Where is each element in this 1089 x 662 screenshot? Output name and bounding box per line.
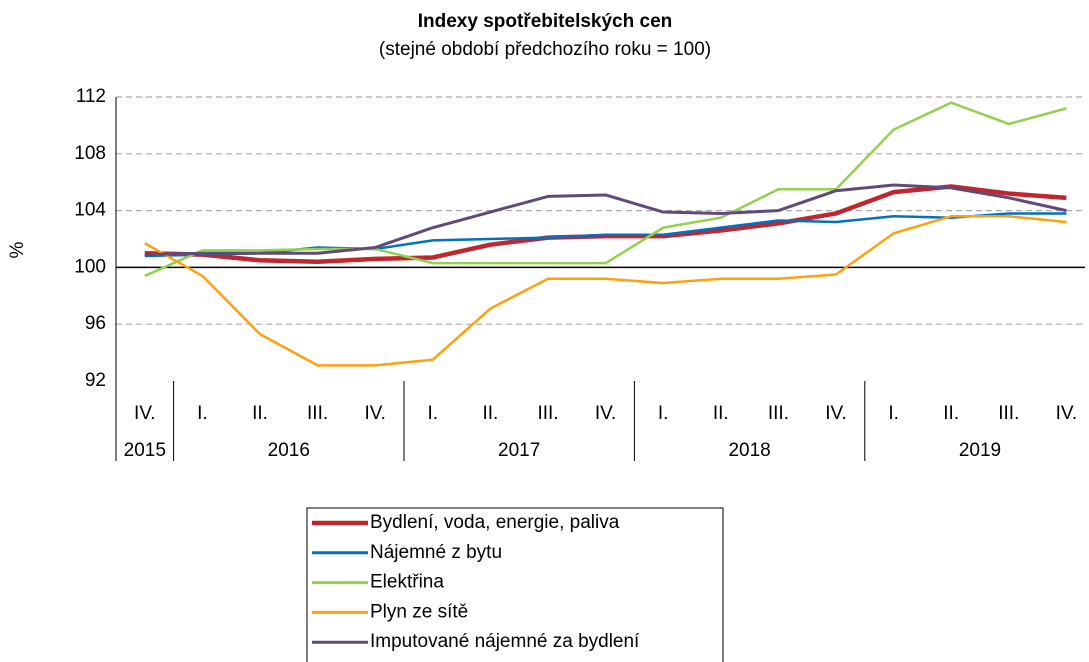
- x-group-label: 2015: [124, 440, 166, 461]
- y-tick-label: 112: [76, 86, 106, 107]
- x-tick-label: II.: [943, 403, 959, 424]
- x-tick-label: I.: [197, 403, 208, 424]
- legend-label: Bydlení, voda, energie, paliva: [370, 512, 620, 533]
- series-line: [144, 184, 1067, 264]
- x-group-label: 2018: [728, 440, 770, 461]
- x-tick-label: II.: [482, 403, 498, 424]
- legend-label: Elektřina: [370, 572, 444, 593]
- x-group-label: 2016: [268, 440, 310, 461]
- x-tick-label: I.: [428, 403, 439, 424]
- legend-label: Imputované nájemné za bydlení: [370, 631, 640, 652]
- x-tick-label: III.: [537, 403, 558, 424]
- legend-box: [306, 507, 724, 662]
- x-tick-label: III.: [998, 403, 1019, 424]
- x-tick-label: IV.: [595, 403, 617, 424]
- legend-label: Plyn ze sítě: [370, 601, 468, 622]
- y-axis-label: %: [7, 241, 28, 258]
- chart-title: Indexy spotřebitelských cen: [418, 11, 673, 32]
- y-tick-label: 104: [74, 200, 106, 221]
- series-line: [144, 183, 1067, 257]
- x-tick-label: II.: [252, 403, 268, 424]
- series-line: [144, 215, 1067, 367]
- legend-label: Nájemné z bytu: [370, 542, 502, 563]
- x-tick-label: I.: [888, 403, 899, 424]
- x-tick-label: IV.: [134, 403, 156, 424]
- x-tick-label: III.: [307, 403, 328, 424]
- x-tick-label: I.: [658, 403, 669, 424]
- x-group-label: 2019: [959, 440, 1001, 461]
- x-tick-label: IV.: [825, 403, 847, 424]
- y-tick-label: 96: [85, 313, 106, 334]
- chart-subtitle: (stejné období předchozího roku = 100): [379, 39, 711, 60]
- x-group-label: 2017: [498, 440, 540, 461]
- y-tick-label: 92: [85, 370, 106, 391]
- x-tick-label: IV.: [1056, 403, 1078, 424]
- series-line: [144, 101, 1067, 278]
- x-tick-label: IV.: [364, 403, 386, 424]
- x-tick-label: III.: [768, 403, 789, 424]
- y-tick-label: 108: [74, 143, 106, 164]
- y-tick-label: 100: [74, 256, 106, 277]
- x-tick-label: II.: [713, 403, 729, 424]
